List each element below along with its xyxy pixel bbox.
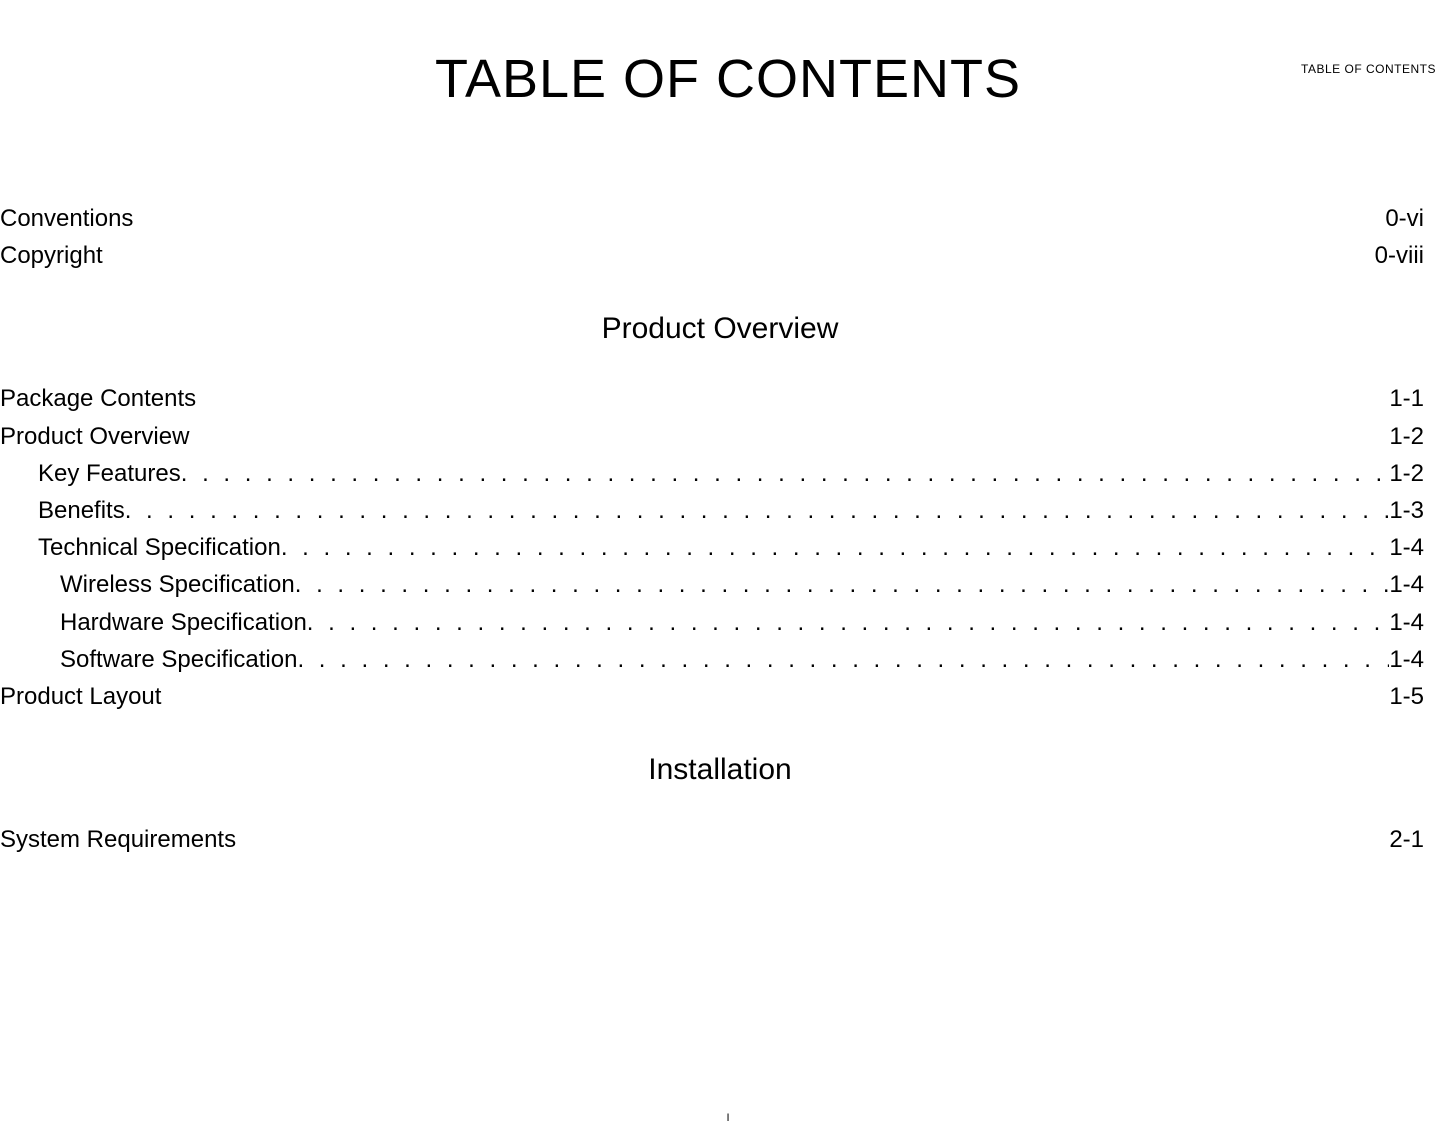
toc-entry: Technical Specification 1-4	[0, 529, 1440, 566]
toc-entry: Benefits 1-3	[0, 492, 1440, 529]
toc-label: Benefits	[38, 492, 125, 529]
toc-entry: Wireless Specification 1-4	[0, 566, 1440, 603]
toc-page-number: 1-4	[1389, 641, 1424, 678]
toc-label: Hardware Specification	[60, 604, 307, 641]
page-title: TABLE OF CONTENTS	[0, 48, 1456, 110]
toc-entry: Software Specification 1-4	[0, 641, 1440, 678]
dot-leader	[307, 604, 1390, 641]
dot-leader	[281, 529, 1390, 566]
dot-leader	[295, 566, 1390, 603]
toc-entry: Conventions 0-vi	[0, 200, 1440, 237]
toc-entry: System Requirements 2-1	[0, 821, 1440, 858]
toc-label: Package Contents	[0, 380, 196, 417]
toc-page-number: 1-5	[1389, 678, 1424, 715]
toc-label: Key Features	[38, 455, 181, 492]
toc-page-number: 1-4	[1389, 604, 1424, 641]
toc-page-number: 1-3	[1389, 492, 1424, 529]
toc-page-number: 1-2	[1389, 455, 1424, 492]
toc-page-number: 0-vi	[1385, 200, 1424, 237]
dot-leader	[181, 455, 1390, 492]
toc-label: Conventions	[0, 200, 133, 237]
toc-entry: Key Features 1-2	[0, 455, 1440, 492]
toc-entry: Package Contents 1-1	[0, 380, 1440, 417]
page-container: TABLE OF CONTENTS TABLE OF CONTENTS Conv…	[0, 48, 1456, 1138]
toc-label: Product Overview	[0, 418, 189, 455]
toc-page-number: 1-4	[1389, 566, 1424, 603]
toc-entry: Hardware Specification 1-4	[0, 604, 1440, 641]
toc-page-number: 2-1	[1389, 821, 1424, 858]
footer-page-number: I	[726, 1112, 729, 1124]
toc-entry: Copyright 0-viii	[0, 237, 1440, 274]
running-header: TABLE OF CONTENTS	[1301, 62, 1436, 76]
toc-page-number: 0-viii	[1375, 237, 1424, 274]
toc-page-number: 1-4	[1389, 529, 1424, 566]
toc-label: Product Layout	[0, 678, 161, 715]
section-heading: Installation	[0, 753, 1440, 787]
toc-content: Conventions 0-vi Copyright 0-viii Produc…	[0, 200, 1456, 858]
dot-leader	[297, 641, 1389, 678]
toc-page-number: 1-1	[1389, 380, 1424, 417]
toc-entry: Product Layout 1-5	[0, 678, 1440, 715]
toc-label: Wireless Specification	[60, 566, 295, 603]
toc-label: System Requirements	[0, 821, 236, 858]
section-heading: Product Overview	[0, 312, 1440, 346]
toc-label: Technical Specification	[38, 529, 281, 566]
toc-label: Software Specification	[60, 641, 297, 678]
toc-page-number: 1-2	[1389, 418, 1424, 455]
dot-leader	[125, 492, 1390, 529]
toc-entry: Product Overview 1-2	[0, 418, 1440, 455]
toc-label: Copyright	[0, 237, 103, 274]
